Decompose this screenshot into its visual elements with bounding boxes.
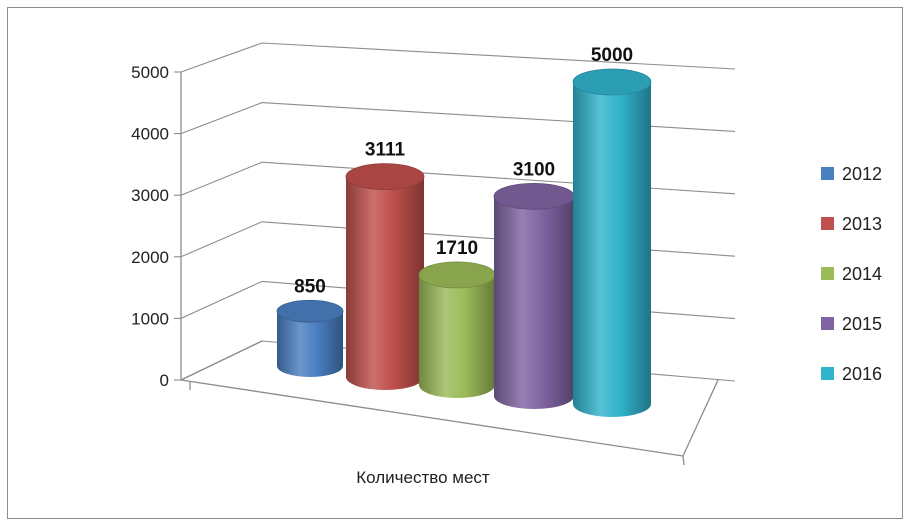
category-label: Количество мест bbox=[356, 468, 490, 487]
bar-top bbox=[276, 299, 344, 323]
legend: 2012 2013 2014 2015 2016 bbox=[821, 164, 882, 384]
bar-2016 bbox=[572, 68, 652, 417]
floor-right-edge bbox=[682, 379, 719, 457]
legend-label: 2014 bbox=[842, 264, 882, 284]
bars bbox=[276, 68, 652, 417]
legend-item-2013: 2013 bbox=[821, 214, 882, 234]
legend-swatch bbox=[821, 167, 834, 180]
chart-svg: 0 1000 2000 3000 4000 5000 850 3111 1710 3100 500… bbox=[131, 42, 882, 487]
bar-top bbox=[493, 182, 575, 210]
legend-swatch bbox=[821, 217, 834, 230]
data-label-2014: 1710 bbox=[436, 238, 478, 259]
y-tick-labels: 0 1000 2000 3000 4000 5000 bbox=[131, 63, 169, 390]
legend-item-2014: 2014 bbox=[821, 264, 882, 284]
legend-item-2016: 2016 bbox=[821, 364, 882, 384]
bar-body bbox=[346, 176, 424, 390]
data-labels: 850 3111 1710 3100 5000 bbox=[294, 45, 633, 297]
bar-top bbox=[345, 163, 425, 191]
bar-body bbox=[277, 311, 343, 377]
gridline bbox=[180, 42, 736, 73]
data-label-2013: 3111 bbox=[365, 140, 406, 161]
legend-label: 2015 bbox=[842, 314, 882, 334]
y-tick-label: 5000 bbox=[131, 63, 169, 82]
floor-front-edge bbox=[180, 379, 684, 457]
legend-swatch bbox=[821, 367, 834, 380]
legend-label: 2012 bbox=[842, 164, 882, 184]
data-label-2016: 5000 bbox=[591, 45, 633, 66]
bar-body bbox=[419, 274, 495, 398]
legend-item-2012: 2012 bbox=[821, 164, 882, 184]
bar-top bbox=[572, 68, 652, 96]
bar-2013 bbox=[345, 163, 425, 390]
chart-frame: 0 1000 2000 3000 4000 5000 850 3111 1710 3100 500… bbox=[7, 7, 903, 519]
y-tick-label: 3000 bbox=[131, 186, 169, 205]
legend-label: 2013 bbox=[842, 214, 882, 234]
gridline bbox=[180, 102, 736, 135]
y-tick-label: 1000 bbox=[131, 309, 169, 328]
bar-2014 bbox=[418, 261, 496, 398]
data-label-2015: 3100 bbox=[513, 159, 555, 180]
bar-2015 bbox=[493, 182, 575, 409]
bar-2012 bbox=[276, 299, 344, 377]
axis-tick bbox=[682, 455, 685, 466]
y-tick-label: 4000 bbox=[131, 125, 169, 144]
bar-body bbox=[573, 82, 651, 417]
bar-top bbox=[418, 261, 496, 289]
legend-item-2015: 2015 bbox=[821, 314, 882, 334]
y-tick-label: 0 bbox=[160, 371, 169, 390]
category-axis: Количество мест bbox=[356, 468, 490, 487]
gridline bbox=[180, 161, 736, 196]
legend-swatch bbox=[821, 317, 834, 330]
y-tick-label: 2000 bbox=[131, 248, 169, 267]
bar-body bbox=[494, 196, 574, 409]
legend-swatch bbox=[821, 267, 834, 280]
data-label-2012: 850 bbox=[294, 276, 326, 297]
legend-label: 2016 bbox=[842, 364, 882, 384]
